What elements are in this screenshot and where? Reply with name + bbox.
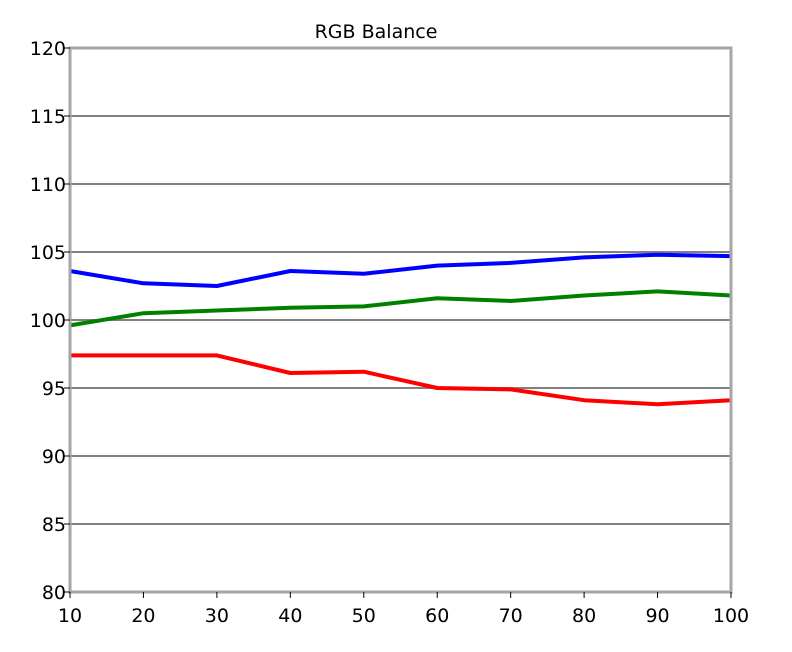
x-tick-label-80: 80 <box>572 605 596 627</box>
y-tick-label-95: 95 <box>42 378 66 400</box>
y-tick-label-85: 85 <box>42 514 66 536</box>
series-line-green <box>69 289 732 328</box>
x-tick-label-10: 10 <box>58 605 82 627</box>
x-tick-label-100: 100 <box>713 605 749 627</box>
y-tick-label-80: 80 <box>42 582 66 604</box>
y-tick-label-90: 90 <box>42 446 66 468</box>
gridlines <box>70 115 731 525</box>
x-tick-label-50: 50 <box>352 605 376 627</box>
x-axis: 10 20 30 40 50 60 70 80 90 100 <box>58 592 749 627</box>
chart-title: RGB Balance <box>315 21 438 43</box>
y-tick-label-120: 120 <box>30 38 66 60</box>
series-line-blue <box>69 252 732 288</box>
y-tick-label-110: 110 <box>30 174 66 196</box>
x-tick-label-30: 30 <box>205 605 229 627</box>
y-tick-label-105: 105 <box>30 242 66 264</box>
x-tick-label-40: 40 <box>278 605 302 627</box>
x-tick-label-20: 20 <box>131 605 155 627</box>
x-tick-label-90: 90 <box>645 605 669 627</box>
y-tick-label-100: 100 <box>30 310 66 332</box>
x-tick-label-60: 60 <box>425 605 449 627</box>
series-line-red <box>70 353 732 407</box>
series-lines <box>69 252 732 407</box>
y-axis: 80 85 90 95 100 105 110 115 120 <box>30 38 70 604</box>
y-tick-label-115: 115 <box>30 106 66 128</box>
x-tick-label-70: 70 <box>499 605 523 627</box>
